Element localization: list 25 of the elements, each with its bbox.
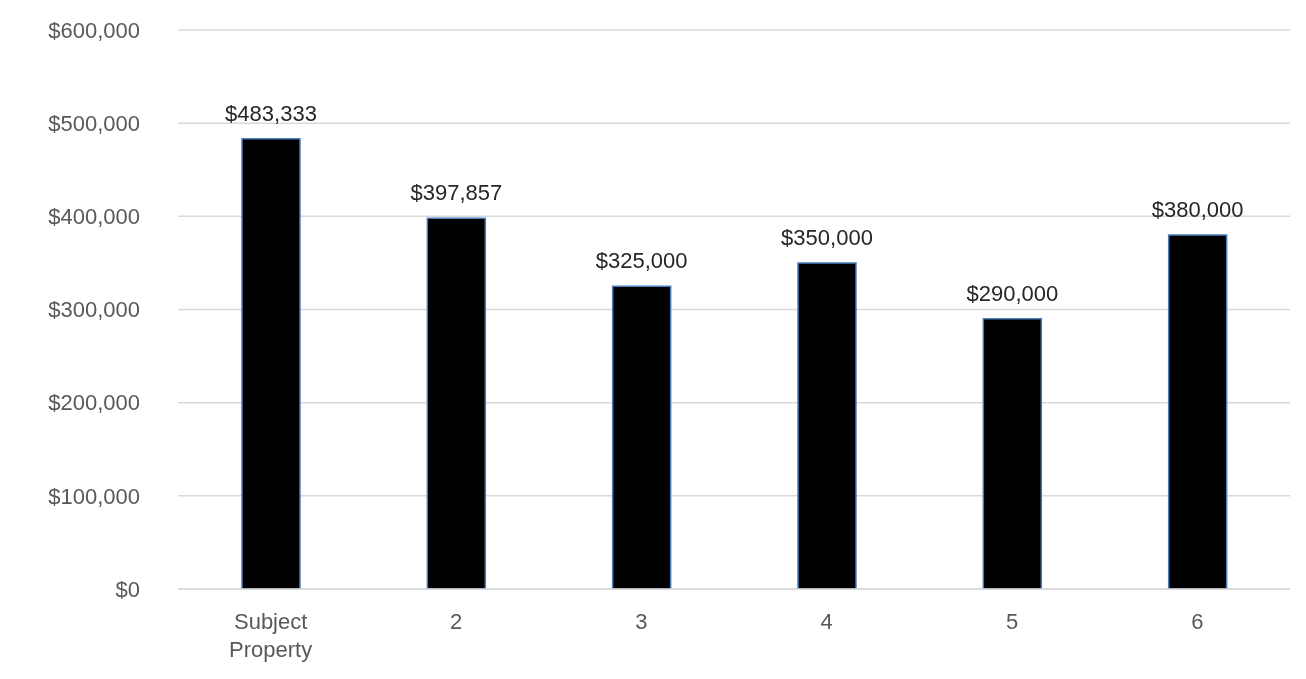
y-tick-label: $400,000 [48, 204, 140, 230]
y-tick-label: $0 [115, 576, 140, 602]
y-tick-label: $600,000 [48, 17, 140, 43]
bar [241, 137, 301, 589]
data-label: $290,000 [966, 280, 1059, 306]
bar [982, 318, 1043, 589]
x-tick-label: 6 [1191, 609, 1204, 634]
x-tick-label: 5 [1005, 609, 1019, 634]
x-tick-label: 3 [635, 609, 648, 634]
data-label: $397,857 [410, 180, 503, 206]
bar [1167, 234, 1228, 589]
y-tick-label: $300,000 [48, 297, 140, 323]
x-tick-label: 2 [449, 609, 463, 634]
data-label: $350,000 [781, 224, 873, 250]
data-label: $483,333 [225, 100, 317, 126]
x-tick-label: Subject Property [229, 609, 313, 662]
bar [426, 217, 487, 589]
data-label: $380,000 [1151, 196, 1244, 222]
bar [797, 262, 857, 589]
x-tick-label: 4 [820, 609, 833, 634]
bar [611, 285, 672, 589]
y-tick-label: $100,000 [48, 483, 140, 509]
y-tick-label: $200,000 [48, 390, 140, 416]
y-tick-label: $500,000 [48, 110, 140, 136]
data-label: $325,000 [595, 248, 688, 274]
